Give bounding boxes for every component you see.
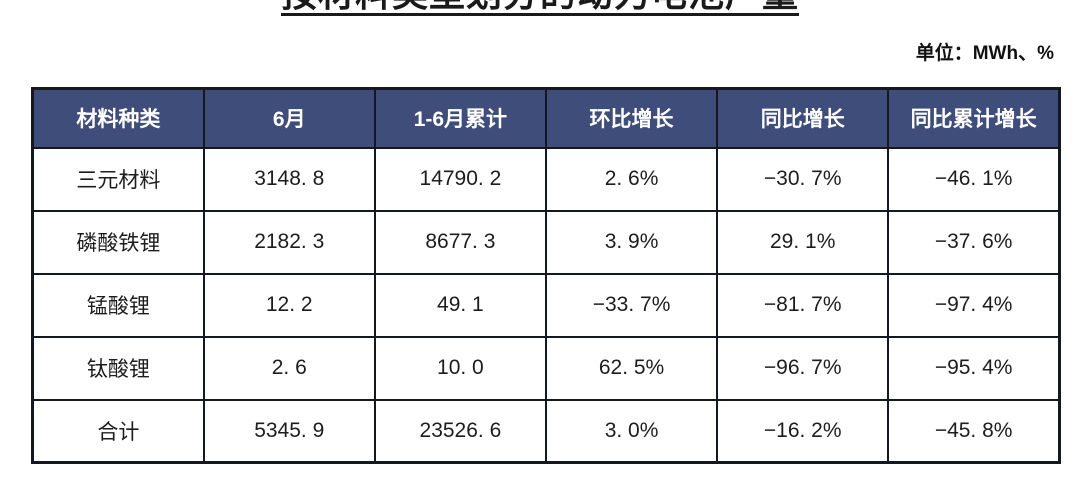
table-cell: 5345. 9 bbox=[202, 398, 376, 464]
table-cell: 12. 2 bbox=[202, 272, 376, 338]
page-title: 按材料类型划分的动力电池产量 bbox=[0, 0, 1080, 16]
table-row: 磷酸铁锂 2182. 3 8677. 3 3. 9% 29. 1% −37. 6% bbox=[31, 209, 1061, 275]
table-row: 三元材料 3148. 8 14790. 2 2. 6% −30. 7% −46. 1% bbox=[31, 146, 1061, 212]
table-cell: 3. 0% bbox=[544, 398, 719, 464]
column-header: 6月 bbox=[202, 87, 376, 149]
table-cell: 磷酸铁锂 bbox=[31, 209, 205, 275]
table-cell: 2182. 3 bbox=[202, 209, 376, 275]
table-cell: −96. 7% bbox=[716, 335, 890, 401]
table-cell: 8677. 3 bbox=[373, 209, 547, 275]
table-cell: −46. 1% bbox=[887, 146, 1061, 212]
table-row: 合计 5345. 9 23526. 6 3. 0% −16. 2% −45. 8% bbox=[31, 398, 1061, 464]
table-cell: 14790. 2 bbox=[373, 146, 547, 212]
column-header: 1-6月累计 bbox=[373, 87, 547, 149]
page-title-text: 按材料类型划分的动力电池产量 bbox=[280, 0, 799, 16]
table-row: 钛酸锂 2. 6 10. 0 62. 5% −96. 7% −95. 4% bbox=[31, 335, 1061, 401]
table-cell: −45. 8% bbox=[887, 398, 1061, 464]
table-cell: 10. 0 bbox=[373, 335, 547, 401]
table-cell: 3148. 8 bbox=[202, 146, 376, 212]
table-cell: 2. 6% bbox=[544, 146, 719, 212]
battery-production-table: 材料种类 6月 1-6月累计 环比增长 同比增长 同比累计增长 三元材料 3148. 8 14… bbox=[31, 87, 1061, 464]
table-cell: −37. 6% bbox=[887, 209, 1061, 275]
table-cell: 钛酸锂 bbox=[31, 335, 205, 401]
column-header: 材料种类 bbox=[31, 87, 205, 149]
table-cell: 23526. 6 bbox=[373, 398, 547, 464]
table-cell: −97. 4% bbox=[887, 272, 1061, 338]
table-cell: 2. 6 bbox=[202, 335, 376, 401]
table-cell: 三元材料 bbox=[31, 146, 205, 212]
table-body: 三元材料 3148. 8 14790. 2 2. 6% −30. 7% −46. 1% 磷酸… bbox=[31, 146, 1061, 464]
table-cell: 62. 5% bbox=[544, 335, 719, 401]
table-cell: 合计 bbox=[31, 398, 205, 464]
table-cell: 锰酸锂 bbox=[31, 272, 205, 338]
table-cell: −16. 2% bbox=[716, 398, 890, 464]
column-header: 同比增长 bbox=[716, 87, 890, 149]
table-cell: 3. 9% bbox=[544, 209, 719, 275]
table-row: 锰酸锂 12. 2 49. 1 −33. 7% −81. 7% −97. 4% bbox=[31, 272, 1061, 338]
column-header: 环比增长 bbox=[544, 87, 719, 149]
table-cell: 49. 1 bbox=[373, 272, 547, 338]
table-cell: 29. 1% bbox=[716, 209, 890, 275]
unit-label: 单位：MWh、% bbox=[915, 43, 1054, 64]
column-header: 同比累计增长 bbox=[887, 87, 1061, 149]
table-header-row: 材料种类 6月 1-6月累计 环比增长 同比增长 同比累计增长 bbox=[31, 87, 1061, 149]
table-cell: −81. 7% bbox=[716, 272, 890, 338]
table-cell: −95. 4% bbox=[887, 335, 1061, 401]
table-cell: −30. 7% bbox=[716, 146, 890, 212]
table-cell: −33. 7% bbox=[544, 272, 719, 338]
